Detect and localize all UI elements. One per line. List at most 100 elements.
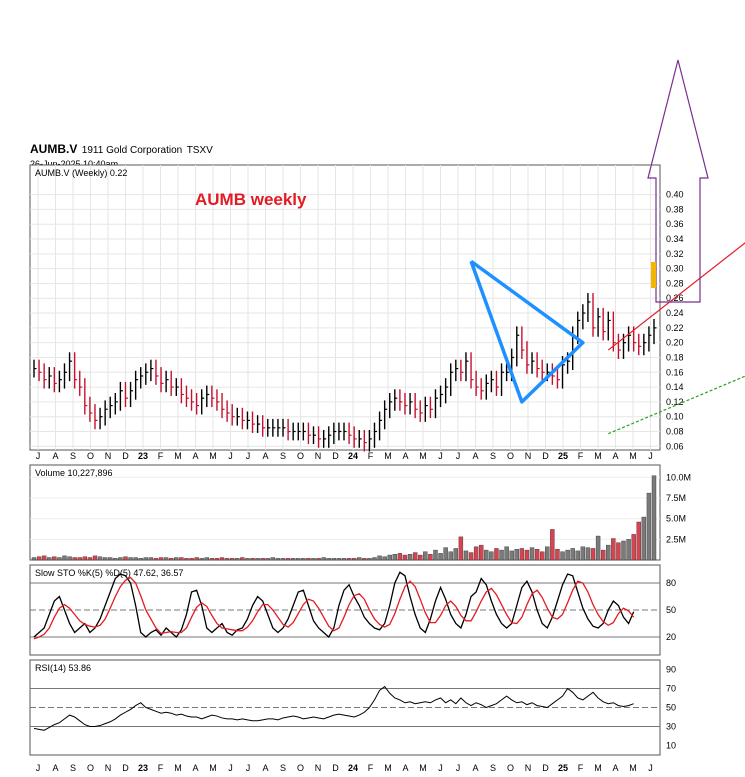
x-tick-label-bottom: N: [315, 763, 322, 773]
price-y-tick: 0.40: [666, 190, 684, 200]
x-tick-label-bottom: 23: [138, 763, 148, 773]
volume-bar: [62, 555, 67, 561]
rsi-y-tick: 10: [666, 741, 676, 751]
x-tick-label-bottom: D: [332, 763, 339, 773]
volume-bar: [367, 558, 372, 561]
volume-bar: [158, 557, 164, 561]
volume-bar: [133, 557, 138, 561]
volume-bar: [636, 521, 641, 561]
chart-date: 26-Jun-2025 10:40am: [30, 159, 119, 169]
x-tick-label-top: 25: [558, 451, 568, 461]
volume-bar: [590, 548, 596, 561]
x-tick-label-bottom: A: [52, 763, 58, 773]
volume-bar: [138, 558, 143, 561]
x-tick-label-top: J: [438, 451, 443, 461]
volume-bar: [290, 558, 296, 561]
support-trendline: [608, 375, 745, 435]
stochastic-panel-label: Slow STO %K(5) %D(5) 47.62, 36.57: [35, 568, 183, 578]
volume-bar: [265, 558, 270, 561]
volume-bar: [118, 557, 123, 561]
volume-bar: [224, 558, 230, 561]
volume-bar: [529, 547, 535, 561]
volume-bar: [443, 547, 448, 561]
volume-bar: [336, 558, 342, 561]
volume-bar: [77, 557, 82, 561]
x-tick-label-bottom: M: [419, 763, 427, 773]
volume-bar: [550, 529, 555, 561]
x-tick-label-top: M: [419, 451, 427, 461]
x-tick-label-bottom: M: [384, 763, 392, 773]
x-tick-label-top: F: [158, 451, 164, 461]
price-y-tick: 0.32: [666, 249, 684, 259]
volume-bar: [646, 492, 652, 561]
volume-bar: [412, 552, 418, 561]
volume-bar: [560, 551, 565, 561]
volume-bar: [260, 558, 265, 561]
volume-bar: [514, 549, 519, 561]
volume-bar: [570, 548, 575, 561]
volume-bar: [57, 557, 62, 561]
x-tick-label-bottom: N: [525, 763, 532, 773]
volume-bar: [494, 548, 499, 561]
rsi-panel-label: RSI(14) 53.86: [35, 663, 91, 673]
x-tick-label-top: A: [262, 451, 268, 461]
volume-bar: [346, 558, 352, 561]
price-y-tick: 0.14: [666, 382, 684, 392]
volume-y-tick: 5.0M: [666, 514, 686, 524]
volume-bar: [448, 551, 453, 561]
volume-bar: [113, 558, 118, 561]
x-tick-label-top: M: [384, 451, 392, 461]
volume-bar: [326, 558, 331, 561]
x-tick-label-top: M: [174, 451, 182, 461]
volume-bar: [423, 551, 428, 561]
x-tick-label-bottom: A: [402, 763, 408, 773]
volume-panel-label: Volume 10,227,896: [35, 468, 113, 478]
x-tick-label-bottom: O: [87, 763, 94, 773]
volume-bar: [651, 475, 657, 561]
price-y-tick: 0.16: [666, 367, 684, 377]
x-tick-label-bottom: A: [192, 763, 198, 773]
x-tick-label-bottom: M: [629, 763, 637, 773]
volume-bar: [428, 554, 433, 561]
volume-bar: [280, 558, 286, 561]
volume-bar: [67, 556, 72, 561]
x-tick-label-top: A: [402, 451, 408, 461]
x-tick-label-top: J: [456, 451, 461, 461]
x-tick-label-bottom: O: [297, 763, 304, 773]
stochastic-line: [33, 571, 635, 639]
volume-bar: [539, 551, 545, 561]
volume-bar: [621, 540, 626, 561]
volume-bar: [641, 516, 647, 561]
volume-bar: [595, 535, 601, 561]
volume-bar: [626, 539, 631, 561]
rsi-y-tick: 70: [666, 684, 676, 694]
rsi-y-tick: 30: [666, 722, 676, 732]
volume-bar: [362, 558, 367, 561]
volume-bar: [169, 558, 174, 561]
volume-bar: [97, 556, 103, 561]
volume-bar: [407, 554, 413, 561]
volume-bar: [250, 558, 255, 561]
volume-bar: [504, 546, 509, 561]
chart-annotation: AUMB weekly: [195, 190, 307, 209]
volume-bar: [163, 557, 169, 561]
volume-bar: [194, 557, 199, 561]
x-tick-label-top: O: [87, 451, 94, 461]
volume-bar: [174, 557, 179, 561]
volume-bar: [301, 558, 306, 561]
volume-bar: [255, 558, 260, 561]
volume-bar: [611, 538, 616, 561]
volume-bar: [616, 542, 621, 561]
volume-bar: [306, 558, 311, 561]
x-tick-label-top: J: [648, 451, 653, 461]
volume-bar: [397, 553, 403, 561]
target-arrow: [647, 59, 709, 303]
volume-bar: [275, 558, 281, 561]
volume-bar: [458, 536, 464, 561]
volume-bar: [92, 555, 98, 561]
x-tick-label-top: O: [297, 451, 304, 461]
volume-bar: [311, 558, 316, 561]
x-tick-label-bottom: F: [368, 763, 374, 773]
x-tick-label-top: A: [612, 451, 618, 461]
x-tick-label-bottom: J: [246, 763, 251, 773]
